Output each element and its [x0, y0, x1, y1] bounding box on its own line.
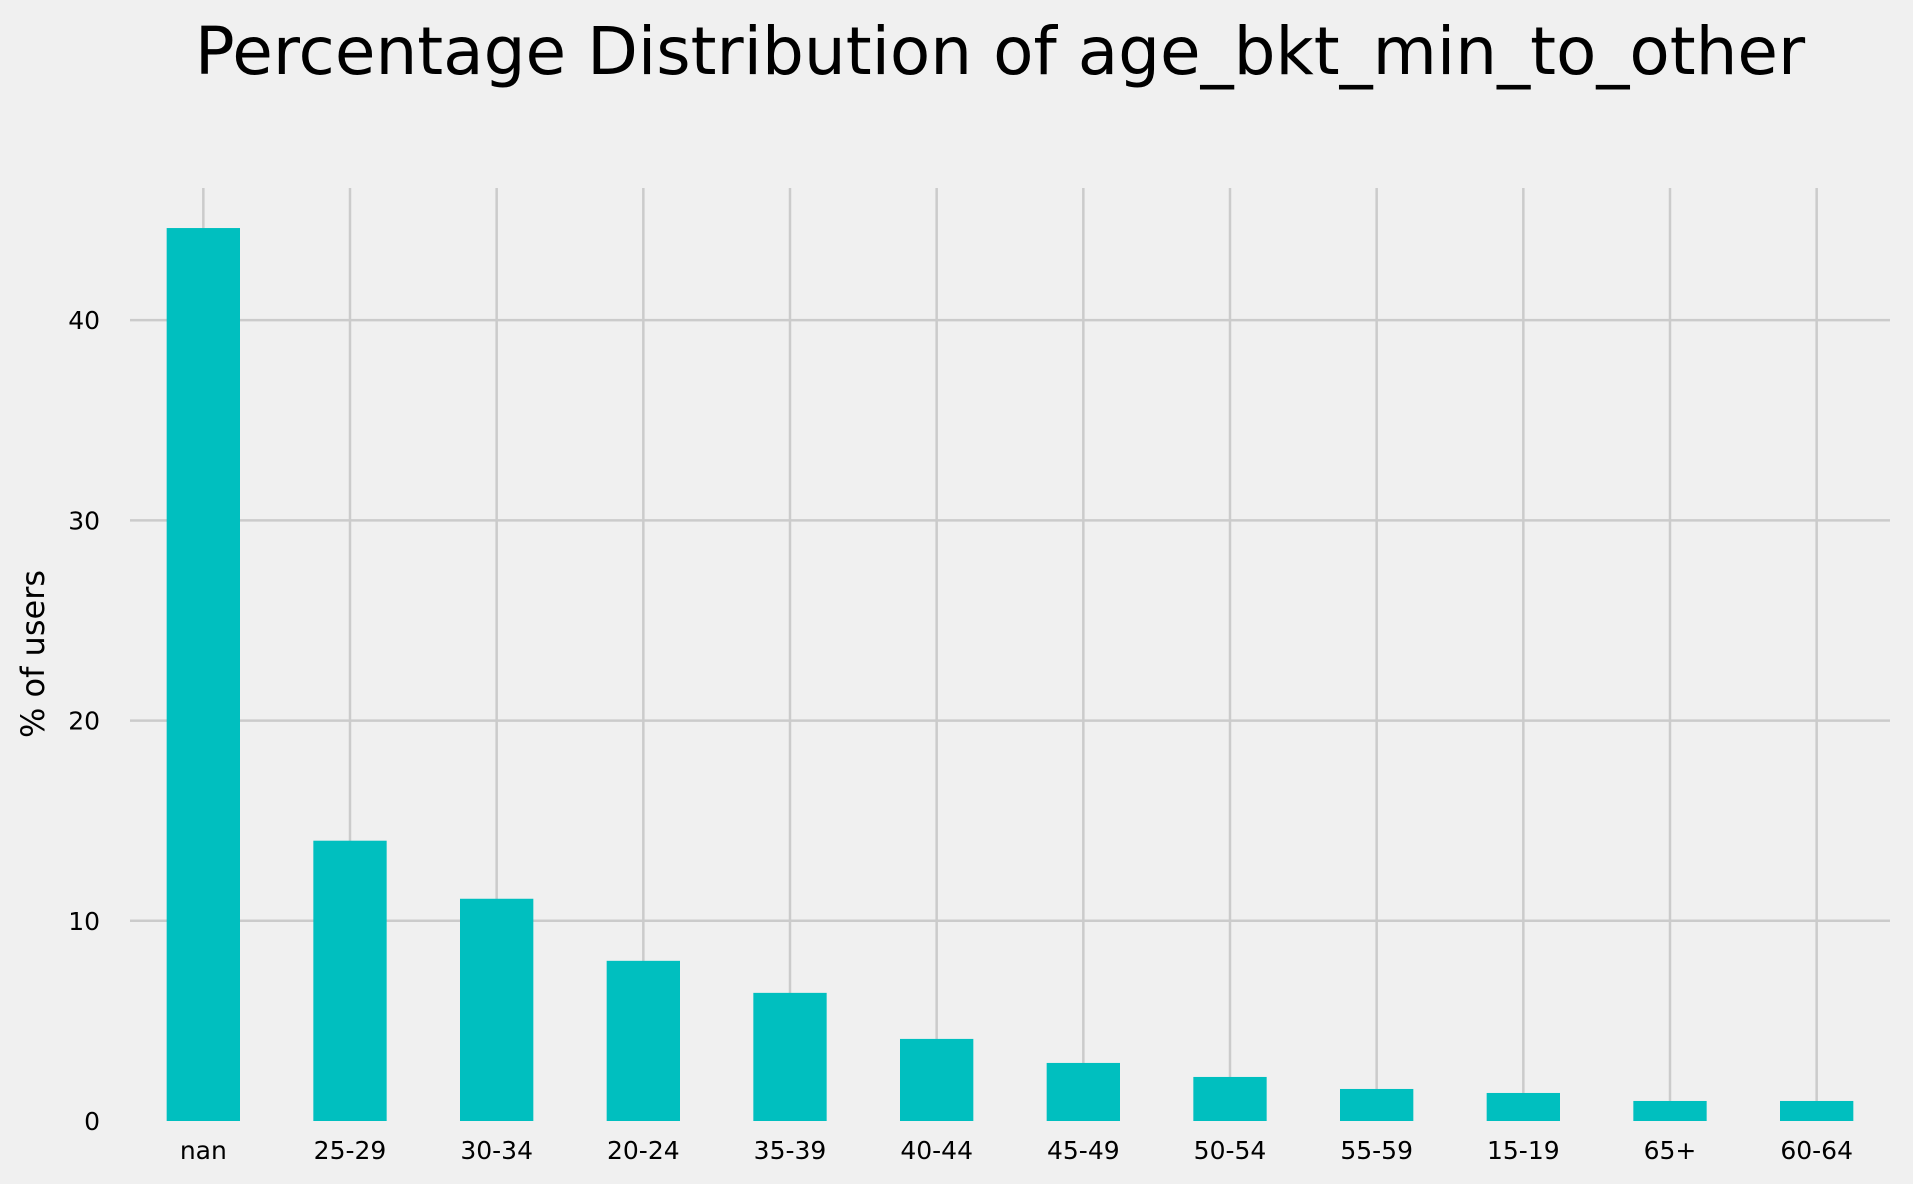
- chart-title: Percentage Distribution of age_bkt_min_t…: [195, 13, 1806, 90]
- bar-50-54: [1193, 1076, 1267, 1121]
- y-tick-label: 40: [68, 306, 100, 335]
- x-tick-label: nan: [180, 1136, 227, 1165]
- tick-layer: 0 10 20 30 40 nan 25-29 30-34 20-24 35-39 40-44 45-…: [68, 306, 1853, 1165]
- y-tick-label: 30: [68, 506, 100, 535]
- x-tick-label: 65+: [1644, 1136, 1697, 1165]
- bar-45-49: [1046, 1062, 1120, 1121]
- x-tick-label: 20-24: [607, 1136, 680, 1165]
- bar-nan: [166, 228, 240, 1122]
- x-tick-label: 35-39: [754, 1136, 827, 1165]
- x-tick-label: 40-44: [900, 1136, 973, 1165]
- y-axis-label: % of users: [14, 570, 52, 738]
- bar-layer: [166, 228, 1854, 1122]
- x-tick-label: 60-64: [1780, 1136, 1853, 1165]
- y-tick-label: 20: [68, 707, 100, 736]
- x-tick-label: 30-34: [460, 1136, 533, 1165]
- bar-60-64: [1780, 1100, 1854, 1121]
- y-tick-label: 10: [68, 907, 100, 936]
- bar-65-: [1633, 1100, 1707, 1121]
- bar-40-44: [900, 1038, 974, 1121]
- bar-25-29: [313, 840, 387, 1121]
- x-tick-label: 45-49: [1047, 1136, 1120, 1165]
- grid-layer: [130, 188, 1890, 1121]
- bar-35-39: [753, 992, 827, 1121]
- x-tick-label: 55-59: [1340, 1136, 1413, 1165]
- bar-20-24: [606, 960, 680, 1121]
- y-tick-label: 0: [84, 1107, 100, 1136]
- x-tick-label: 25-29: [314, 1136, 387, 1165]
- x-tick-label: 15-19: [1487, 1136, 1560, 1165]
- bar-30-34: [460, 898, 534, 1121]
- x-tick-label: 50-54: [1194, 1136, 1267, 1165]
- bar-15-19: [1486, 1092, 1560, 1121]
- bar-55-59: [1340, 1088, 1414, 1121]
